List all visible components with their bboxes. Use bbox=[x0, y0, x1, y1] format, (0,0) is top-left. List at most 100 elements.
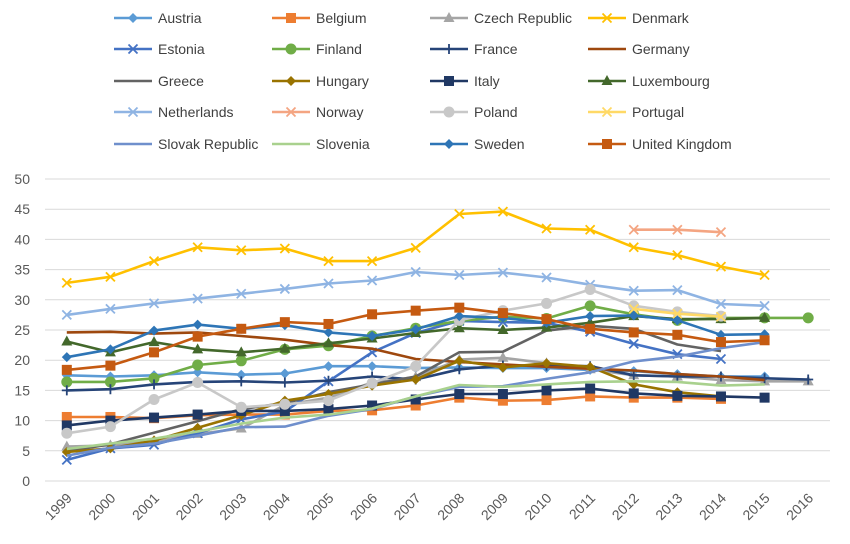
data-point bbox=[584, 284, 596, 296]
data-point bbox=[497, 308, 508, 319]
data-point bbox=[105, 271, 116, 282]
data-point bbox=[454, 311, 465, 322]
legend-label: France bbox=[474, 41, 518, 57]
legend-item-united-kingdom: United Kingdom bbox=[588, 136, 732, 152]
legend-item-netherlands: Netherlands bbox=[114, 104, 234, 120]
legend-item-slovak-republic: Slovak Republic bbox=[114, 136, 258, 152]
data-point bbox=[235, 401, 247, 413]
data-point bbox=[628, 242, 639, 253]
data-point bbox=[104, 376, 116, 388]
data-point bbox=[279, 398, 291, 410]
legend-label: Slovenia bbox=[316, 136, 370, 152]
data-point bbox=[61, 454, 72, 465]
legend-marker bbox=[602, 139, 612, 149]
legend-item-germany: Germany bbox=[588, 41, 690, 57]
data-point bbox=[802, 312, 814, 324]
legend-item-belgium: Belgium bbox=[272, 10, 367, 26]
data-point bbox=[148, 372, 160, 384]
data-point bbox=[192, 242, 203, 253]
y-tick-label: 45 bbox=[14, 201, 30, 217]
data-point bbox=[672, 390, 683, 401]
data-point bbox=[759, 392, 770, 403]
data-point bbox=[628, 285, 639, 296]
x-tick-label: 2007 bbox=[390, 490, 423, 523]
data-point bbox=[410, 400, 421, 411]
data-point bbox=[410, 394, 421, 405]
data-point bbox=[322, 337, 334, 348]
legend-label: Luxembourg bbox=[632, 73, 710, 89]
data-point bbox=[192, 377, 204, 389]
legend-item-austria: Austria bbox=[114, 10, 202, 26]
legend-marker bbox=[444, 44, 454, 54]
data-point bbox=[541, 297, 553, 309]
data-point bbox=[279, 405, 290, 416]
data-point bbox=[279, 368, 290, 379]
data-point bbox=[628, 310, 639, 321]
data-point bbox=[192, 319, 203, 330]
data-point bbox=[148, 298, 160, 309]
data-point bbox=[410, 360, 422, 372]
legend-marker bbox=[128, 13, 138, 23]
legend-item-denmark: Denmark bbox=[588, 10, 690, 26]
data-point bbox=[628, 224, 639, 235]
series-norway bbox=[628, 224, 727, 238]
legend-label: Austria bbox=[158, 10, 202, 26]
y-tick-label: 35 bbox=[14, 262, 30, 278]
data-point bbox=[672, 315, 683, 326]
data-point bbox=[497, 389, 508, 400]
y-tick-label: 10 bbox=[14, 413, 30, 429]
data-point bbox=[585, 311, 596, 322]
x-tick-label: 2000 bbox=[85, 490, 118, 523]
data-point bbox=[585, 391, 596, 402]
y-tick-label: 0 bbox=[22, 473, 30, 489]
data-point bbox=[541, 272, 552, 283]
series-line bbox=[66, 324, 722, 453]
data-point bbox=[410, 266, 421, 278]
data-point bbox=[628, 303, 639, 314]
data-point bbox=[584, 300, 596, 312]
legend-marker bbox=[286, 13, 296, 23]
data-point bbox=[759, 373, 770, 384]
legend-item-estonia: Estonia bbox=[114, 41, 205, 57]
x-tick-label: 2010 bbox=[521, 490, 554, 523]
data-point bbox=[672, 224, 683, 235]
legend-label: Poland bbox=[474, 104, 518, 120]
x-tick-label: 1999 bbox=[42, 490, 75, 523]
data-point bbox=[279, 243, 290, 254]
x-tick-label: 2002 bbox=[172, 490, 205, 523]
data-point bbox=[454, 208, 465, 220]
legend-label: Netherlands bbox=[158, 104, 234, 120]
data-point bbox=[497, 362, 508, 373]
legend-item-greece: Greece bbox=[114, 73, 204, 89]
data-point bbox=[541, 223, 552, 234]
series-sweden bbox=[61, 310, 770, 363]
legend-label: United Kingdom bbox=[632, 136, 732, 152]
data-point bbox=[672, 284, 683, 296]
data-point bbox=[497, 395, 508, 406]
series-denmark bbox=[61, 206, 770, 289]
legend-marker bbox=[443, 12, 455, 22]
data-point bbox=[541, 358, 552, 369]
data-point bbox=[235, 346, 247, 357]
legend-label: Hungary bbox=[316, 73, 369, 89]
data-point bbox=[585, 361, 596, 372]
legend-label: Norway bbox=[316, 104, 363, 120]
legend-marker bbox=[127, 43, 139, 55]
data-point bbox=[715, 298, 727, 310]
x-tick-label: 2014 bbox=[696, 490, 729, 523]
data-point bbox=[149, 347, 160, 358]
series-slovenia bbox=[66, 380, 765, 451]
legend-label: Slovak Republic bbox=[158, 136, 258, 152]
data-point bbox=[323, 404, 334, 415]
data-point bbox=[149, 412, 160, 423]
data-point bbox=[192, 343, 204, 354]
data-point bbox=[192, 293, 203, 304]
data-point bbox=[672, 329, 683, 340]
data-point bbox=[192, 331, 203, 342]
data-point bbox=[148, 336, 160, 347]
data-point bbox=[541, 385, 552, 396]
data-point bbox=[497, 351, 509, 362]
data-point bbox=[323, 318, 334, 329]
data-point bbox=[366, 275, 378, 286]
series-netherlands bbox=[61, 266, 770, 321]
